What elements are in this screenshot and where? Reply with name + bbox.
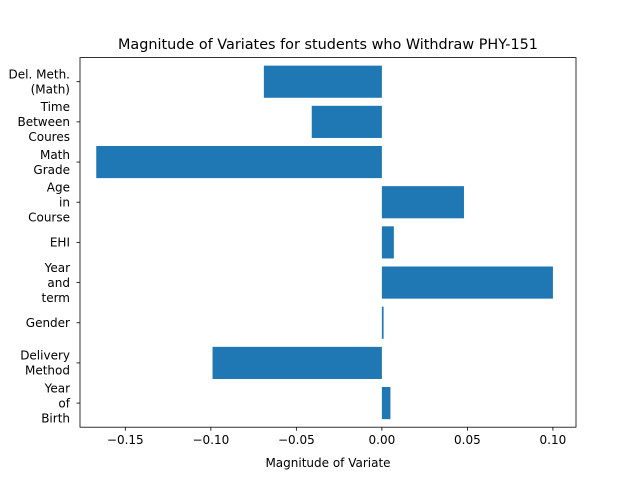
- y-tick-label: Time Between Coures: [17, 100, 70, 144]
- x-axis-ticks: −0.15 −0.10 −0.05 0.00 0.05 0.10: [107, 427, 566, 447]
- x-axis-label: Magnitude of Variate: [265, 456, 390, 470]
- y-tick-label: Year of Birth: [41, 381, 71, 425]
- bar: [212, 346, 382, 379]
- y-tick-label: Math Grade: [33, 148, 70, 177]
- x-tick-label: −0.10: [192, 433, 229, 447]
- x-tick-label: 0.05: [454, 433, 481, 447]
- bar: [96, 145, 382, 179]
- y-tick-label: Del. Meth. (Math): [9, 68, 70, 97]
- chart-title: Magnitude of Variates for students who W…: [118, 37, 538, 53]
- bar: [381, 226, 394, 259]
- bar: [381, 306, 384, 339]
- bars-group: [96, 65, 553, 420]
- x-tick-label: 0.10: [540, 433, 567, 447]
- y-tick-label: Age in Course: [28, 181, 70, 225]
- bar: [311, 105, 382, 138]
- y-tick-label: Year and term: [42, 261, 71, 305]
- y-tick-label: Delivery Method: [20, 349, 70, 378]
- bar: [263, 65, 382, 98]
- y-tick-label: Gender: [26, 316, 70, 330]
- y-tick-label: EHI: [50, 236, 70, 250]
- bar: [381, 266, 553, 299]
- x-tick-label: 0.00: [369, 433, 396, 447]
- bar: [381, 186, 464, 219]
- y-axis-ticks: Year of Birth Delivery Method Gender Year and te…: [9, 68, 80, 425]
- x-tick-label: −0.05: [278, 433, 315, 447]
- x-tick-label: −0.15: [107, 433, 144, 447]
- bar: [381, 387, 391, 420]
